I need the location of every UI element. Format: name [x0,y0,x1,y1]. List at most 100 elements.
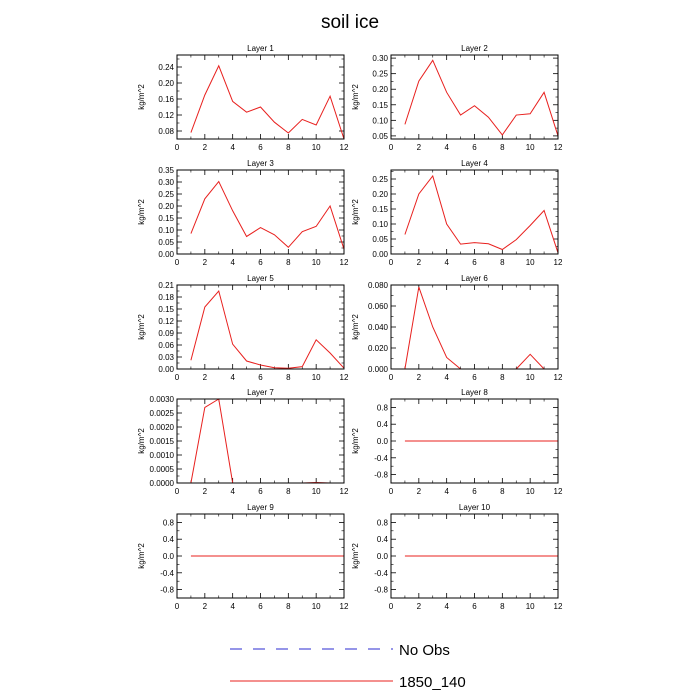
x-tick-label: 6 [258,258,263,267]
legend-label-1850-140: 1850_140 [399,674,466,691]
series-line [190,64,345,140]
x-tick-label: 0 [389,602,394,611]
y-tick-label: 0.20 [158,79,174,88]
x-tick-label: 12 [554,258,563,267]
y-tick-label: 0.30 [372,54,388,63]
x-tick-label: 10 [312,258,321,267]
y-tick-label: 0.4 [377,420,389,429]
plot-frame [390,169,559,255]
x-tick-label: 0 [175,373,180,382]
y-tick-label: 0.24 [158,63,174,72]
x-tick-label: 8 [500,602,505,611]
x-tick-label: 8 [500,487,505,496]
panel-title: Layer 3 [247,159,274,168]
x-tick-label: 2 [417,602,422,611]
x-tick-label: 12 [340,143,349,152]
plot-frame [390,284,559,370]
y-tick-label: 0.0010 [150,451,175,460]
y-tick-label: 0.30 [158,178,174,187]
x-tick-label: 10 [526,258,535,267]
y-tick-label: 0.020 [368,344,389,353]
x-tick-label: 2 [203,258,208,267]
panel-title: Layer 2 [461,44,488,53]
figure-title: soil ice [321,12,379,33]
y-tick-label: 0.15 [372,101,388,110]
x-tick-label: 4 [230,143,235,152]
y-axis-label: kg/m^2 [137,199,146,225]
x-tick-label: 0 [175,602,180,611]
x-tick-label: 0 [389,258,394,267]
y-tick-label: 0.05 [372,132,388,141]
y-tick-label: 0.03 [158,353,174,362]
y-tick-label: 0.4 [377,535,389,544]
x-tick-label: 2 [203,487,208,496]
y-tick-label: 0.8 [377,518,389,527]
y-tick-label: -0.4 [160,569,174,578]
chart-panel-3: Layer 3 kg/m^2 0 2 4 6 8 10 12 0.00 0.05 0.10 0.15 0.… [137,159,349,267]
y-axis-label: kg/m^2 [351,543,360,569]
y-axis-label: kg/m^2 [351,199,360,225]
y-tick-label: 0.12 [158,111,174,120]
x-tick-label: 8 [286,143,291,152]
y-tick-label: 0.000 [368,365,389,374]
x-tick-label: 2 [203,602,208,611]
panel-title: Layer 4 [461,159,488,168]
x-tick-label: 12 [554,143,563,152]
y-tick-label: 0.05 [158,238,174,247]
series-line [190,398,344,484]
x-tick-label: 6 [258,487,263,496]
plot-frame [176,398,345,484]
x-tick-label: 0 [389,487,394,496]
x-tick-label: 6 [472,602,477,611]
x-tick-label: 6 [258,373,263,382]
chart-panel-1: Layer 1 kg/m^2 0 2 4 6 8 10 12 0.08 0.12 0.16 0.20 0.… [137,44,349,152]
y-tick-label: 0.0030 [150,395,175,404]
y-tick-label: 0.040 [368,323,389,332]
x-tick-label: 8 [500,373,505,382]
x-tick-label: 12 [340,258,349,267]
series-line [404,174,559,253]
x-tick-label: 12 [554,487,563,496]
y-tick-label: 0.00 [158,250,174,259]
x-tick-label: 4 [230,602,235,611]
x-tick-label: 10 [526,143,535,152]
y-tick-label: 0.4 [163,535,175,544]
x-tick-label: 12 [340,602,349,611]
y-tick-label: 0.05 [372,235,388,244]
x-tick-label: 10 [312,373,321,382]
x-tick-label: 8 [286,602,291,611]
plot-frame [176,513,345,599]
y-tick-label: 0.15 [158,305,174,314]
y-tick-label: 0.08 [158,127,174,136]
x-tick-label: 8 [500,258,505,267]
y-tick-label: 0.10 [372,116,388,125]
x-tick-label: 8 [286,258,291,267]
x-tick-label: 10 [312,143,321,152]
panels: Layer 1 kg/m^2 0 2 4 6 8 10 12 0.08 0.12 0.16 0.20 0.… [137,44,563,611]
x-tick-label: 2 [203,373,208,382]
x-tick-label: 0 [175,258,180,267]
x-tick-label: 4 [444,373,449,382]
y-tick-label: 0.25 [158,190,174,199]
x-tick-label: 6 [258,143,263,152]
x-tick-label: 8 [286,373,291,382]
y-axis-label: kg/m^2 [137,314,146,340]
y-axis-label: kg/m^2 [351,428,360,454]
x-tick-label: 2 [203,143,208,152]
plot-frame [176,169,345,255]
panel-title: Layer 5 [247,274,274,283]
y-tick-label: 0.18 [158,293,174,302]
y-axis-label: kg/m^2 [137,428,146,454]
x-tick-label: 12 [554,602,563,611]
chart-panel-10: Layer 10 kg/m^2 0 2 4 6 8 10 12 -0.8 -0.4 0.0 0.4 0.8 [351,503,563,611]
panel-title: Layer 1 [247,44,274,53]
chart-panel-5: Layer 5 kg/m^2 0 2 4 6 8 10 12 0.00 0.03 0.06 0.09 0.… [137,274,349,382]
x-tick-label: 2 [417,373,422,382]
x-tick-label: 0 [175,487,180,496]
x-tick-label: 4 [230,487,235,496]
y-tick-label: 0.8 [163,518,175,527]
y-tick-label: 0.0025 [150,409,175,418]
y-tick-label: 0.15 [158,214,174,223]
y-tick-label: 0.16 [158,95,174,104]
plot-frame [390,54,559,140]
